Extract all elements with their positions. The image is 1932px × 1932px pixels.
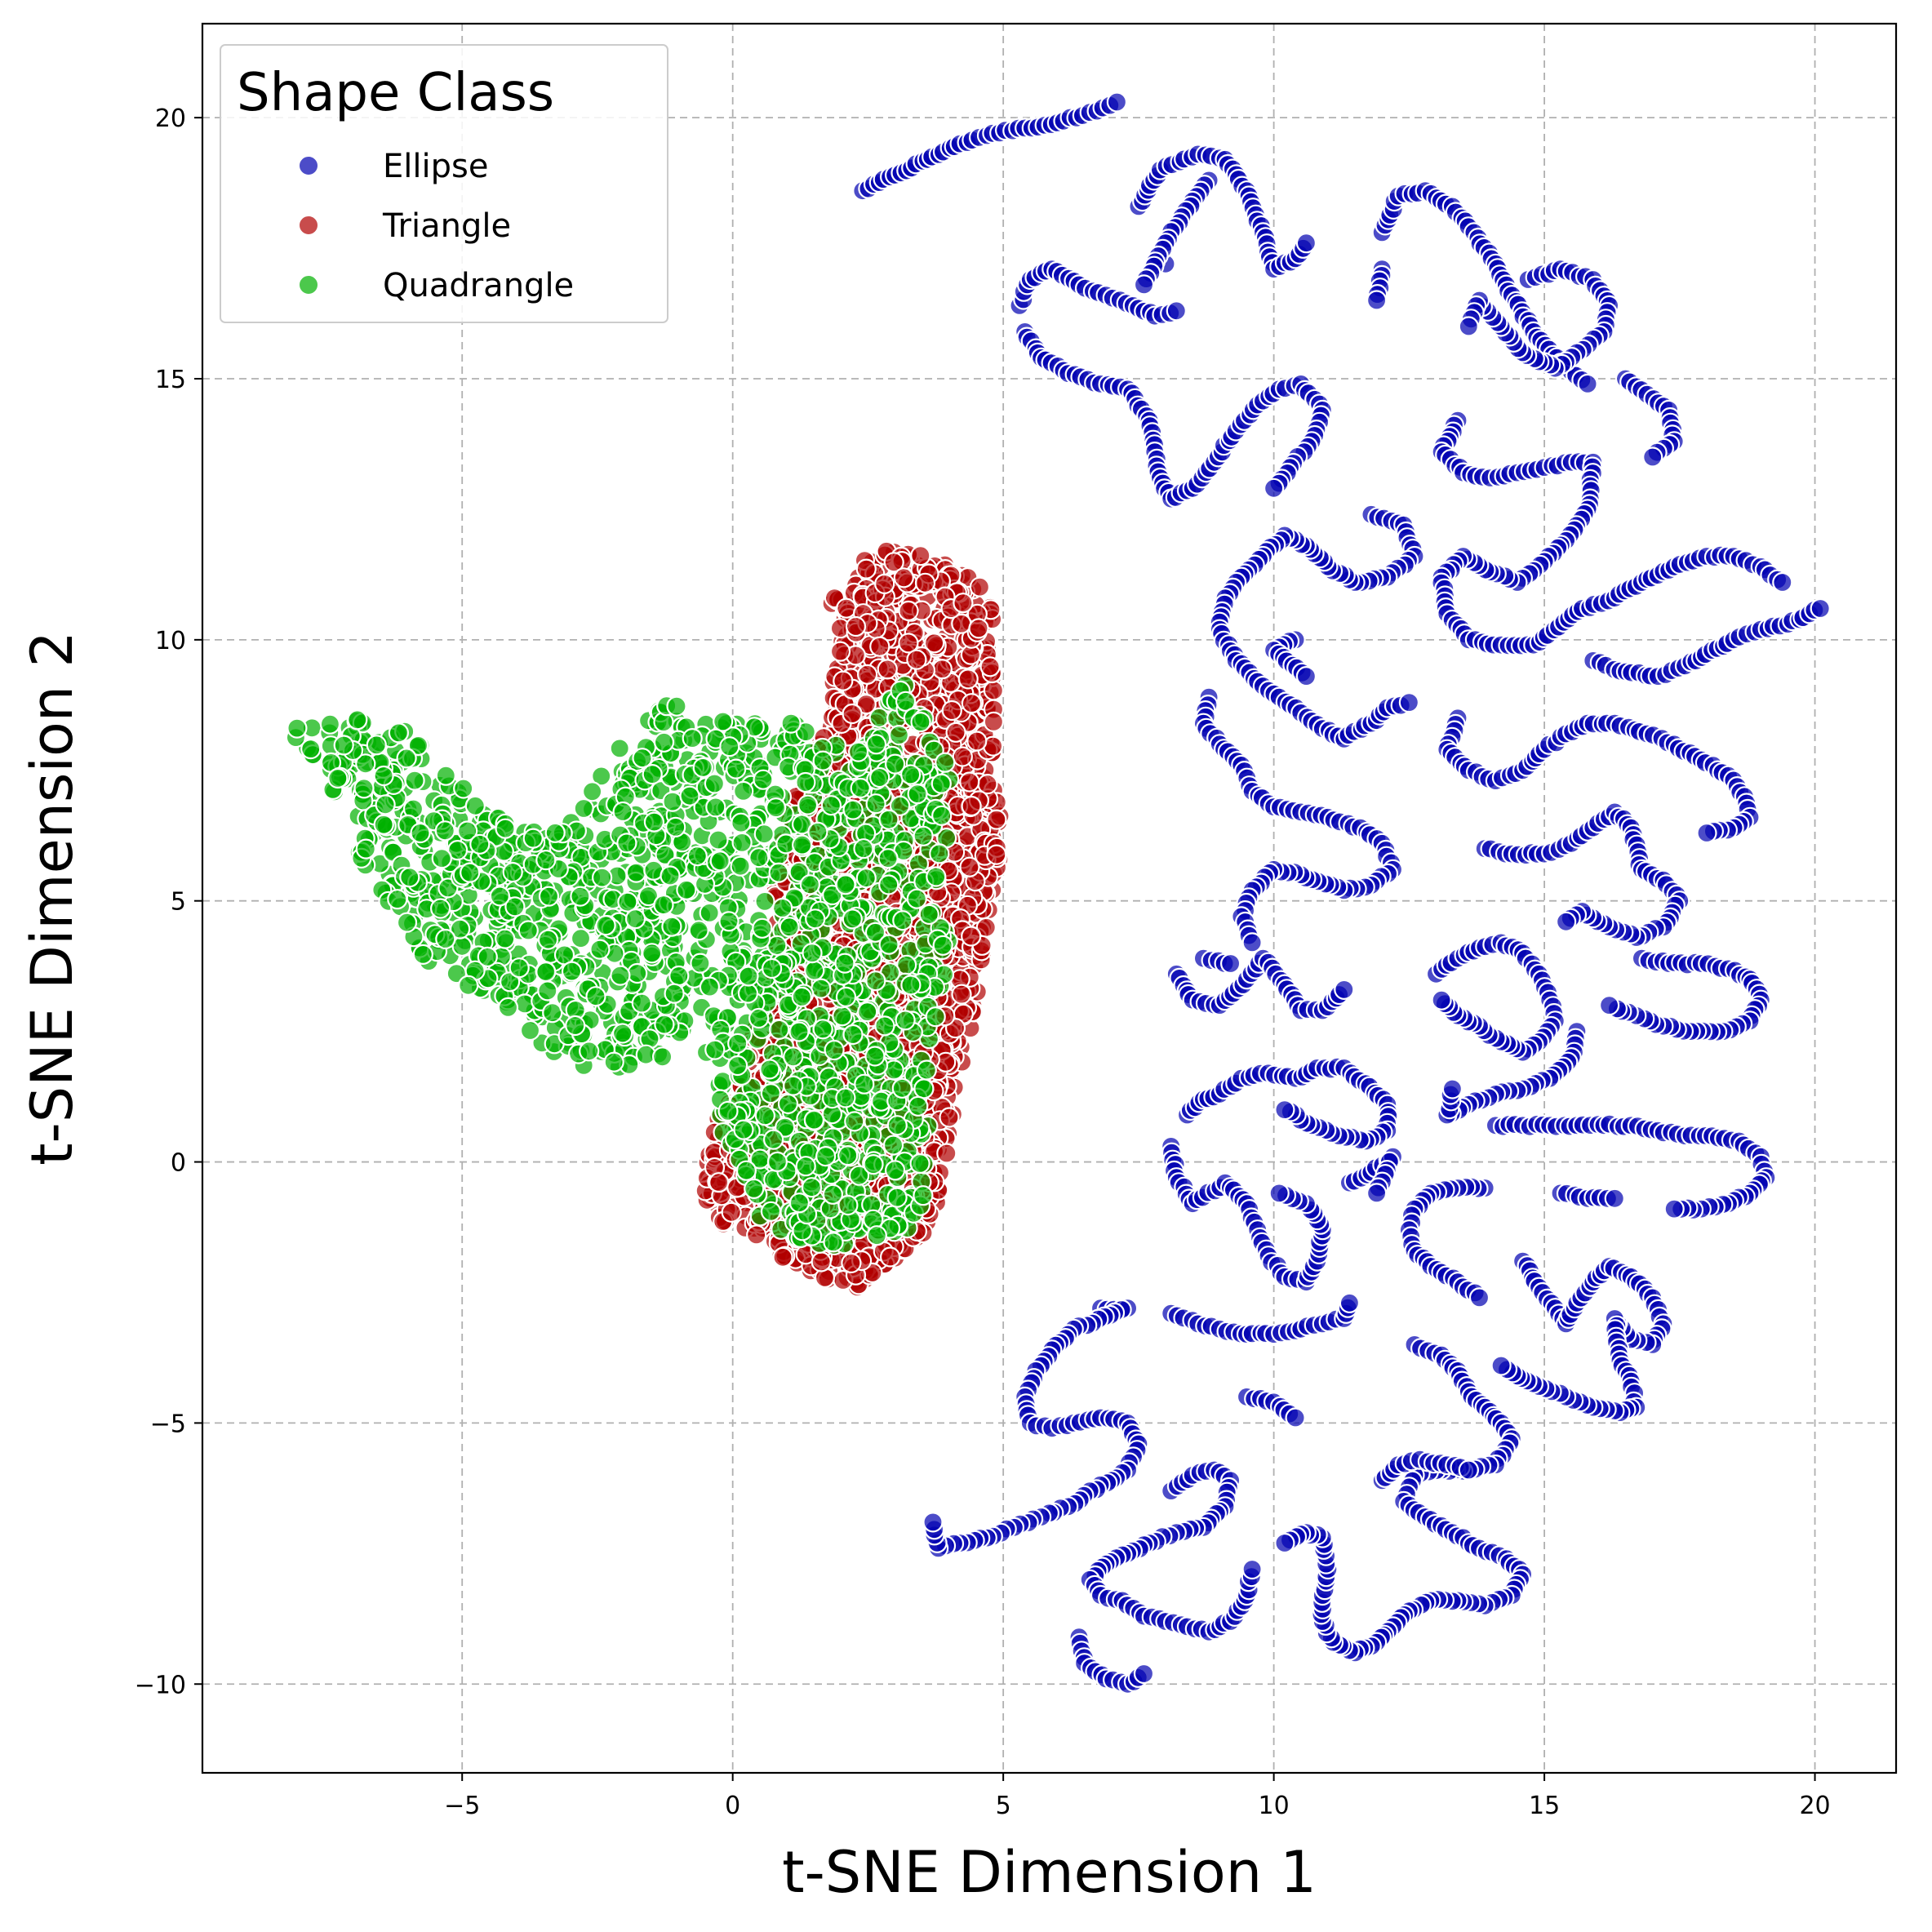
point-ellipse (1441, 1078, 1463, 1099)
point-ellipse (922, 1512, 944, 1533)
point-triangle (931, 659, 953, 680)
point-ellipse (1398, 691, 1420, 713)
point-triangle (979, 656, 1001, 677)
point-ellipse (1219, 953, 1241, 975)
point-ellipse (1241, 1558, 1263, 1580)
point-ellipse (1663, 1198, 1685, 1219)
point-triangle (898, 600, 919, 622)
point-triangle (841, 1252, 862, 1274)
point-triangle (959, 856, 980, 877)
point-triangle (945, 722, 966, 743)
point-quadrangle (777, 1093, 799, 1115)
point-triangle (983, 680, 1005, 701)
point-ellipse (1166, 300, 1187, 322)
point-ellipse (1468, 1287, 1490, 1308)
point-triangle (941, 700, 962, 722)
point-ellipse (1577, 373, 1598, 394)
point-ellipse (1268, 1183, 1290, 1204)
point-ellipse (1458, 1459, 1479, 1481)
point-triangle (939, 1107, 960, 1128)
point-ellipse (1334, 979, 1355, 1001)
point-ellipse (1598, 994, 1620, 1016)
point-ellipse (1274, 1532, 1295, 1554)
point-ellipse (1295, 233, 1317, 254)
point-triangle (893, 567, 914, 588)
data-points (285, 91, 1831, 1694)
point-triangle (708, 1172, 730, 1193)
point-ellipse (1642, 446, 1663, 468)
point-triangle (910, 545, 931, 566)
series-ellipse (852, 91, 1831, 1694)
point-triangle (986, 809, 1007, 830)
point-triangle (879, 1246, 901, 1268)
point-triangle (845, 615, 867, 637)
point-triangle (836, 597, 857, 619)
point-ellipse (1241, 932, 1263, 953)
point-triangle (961, 693, 983, 714)
point-ellipse (1810, 597, 1831, 620)
point-triangle (959, 771, 980, 793)
point-ellipse (1366, 290, 1388, 311)
point-triangle (914, 572, 936, 593)
point-triangle (951, 984, 972, 1005)
point-quadrangle (832, 1006, 853, 1027)
point-ellipse (1696, 822, 1717, 844)
point-triangle (721, 1201, 742, 1223)
point-ellipse (1431, 989, 1452, 1010)
point-ellipse (1274, 1099, 1295, 1121)
point-ellipse (1295, 665, 1317, 687)
point-triangle (966, 731, 988, 752)
point-triangle (986, 844, 1007, 865)
point-triangle (952, 746, 973, 767)
point-triangle (936, 1143, 957, 1164)
point-ellipse (1133, 1663, 1155, 1685)
point-ellipse (1604, 1188, 1625, 1209)
point-ellipse (1772, 571, 1793, 593)
point-triangle (842, 703, 863, 725)
point-triangle (855, 558, 877, 580)
point-triangle (961, 926, 982, 947)
point-triangle (746, 1224, 767, 1246)
point-quadrangle (661, 916, 682, 937)
point-triangle (906, 649, 927, 670)
point-triangle (969, 576, 991, 597)
point-ellipse (1339, 1292, 1361, 1313)
point-ellipse (1133, 274, 1155, 295)
point-triangle (874, 573, 895, 595)
point-triangle (968, 618, 989, 639)
point-triangle (869, 636, 890, 657)
point-triangle (772, 1246, 793, 1268)
point-ellipse (1263, 477, 1285, 499)
point-ellipse (1490, 1355, 1512, 1376)
point-triangle (829, 641, 851, 662)
point-ellipse (1458, 316, 1479, 337)
point-triangle (833, 670, 854, 691)
point-ellipse (1106, 91, 1128, 113)
point-triangle (856, 664, 878, 685)
point-triangle (983, 711, 1005, 733)
point-ellipse (1555, 911, 1577, 932)
point-triangle (811, 1251, 832, 1272)
point-triangle (877, 659, 898, 680)
point-quadrangle (464, 795, 486, 816)
point-quadrangle (868, 707, 890, 728)
point-quadrangle (754, 890, 775, 913)
point-ellipse (1366, 1183, 1388, 1204)
point-triangle (957, 668, 979, 690)
point-triangle (953, 593, 974, 614)
point-triangle (961, 795, 982, 817)
point-ellipse (1285, 1407, 1306, 1428)
